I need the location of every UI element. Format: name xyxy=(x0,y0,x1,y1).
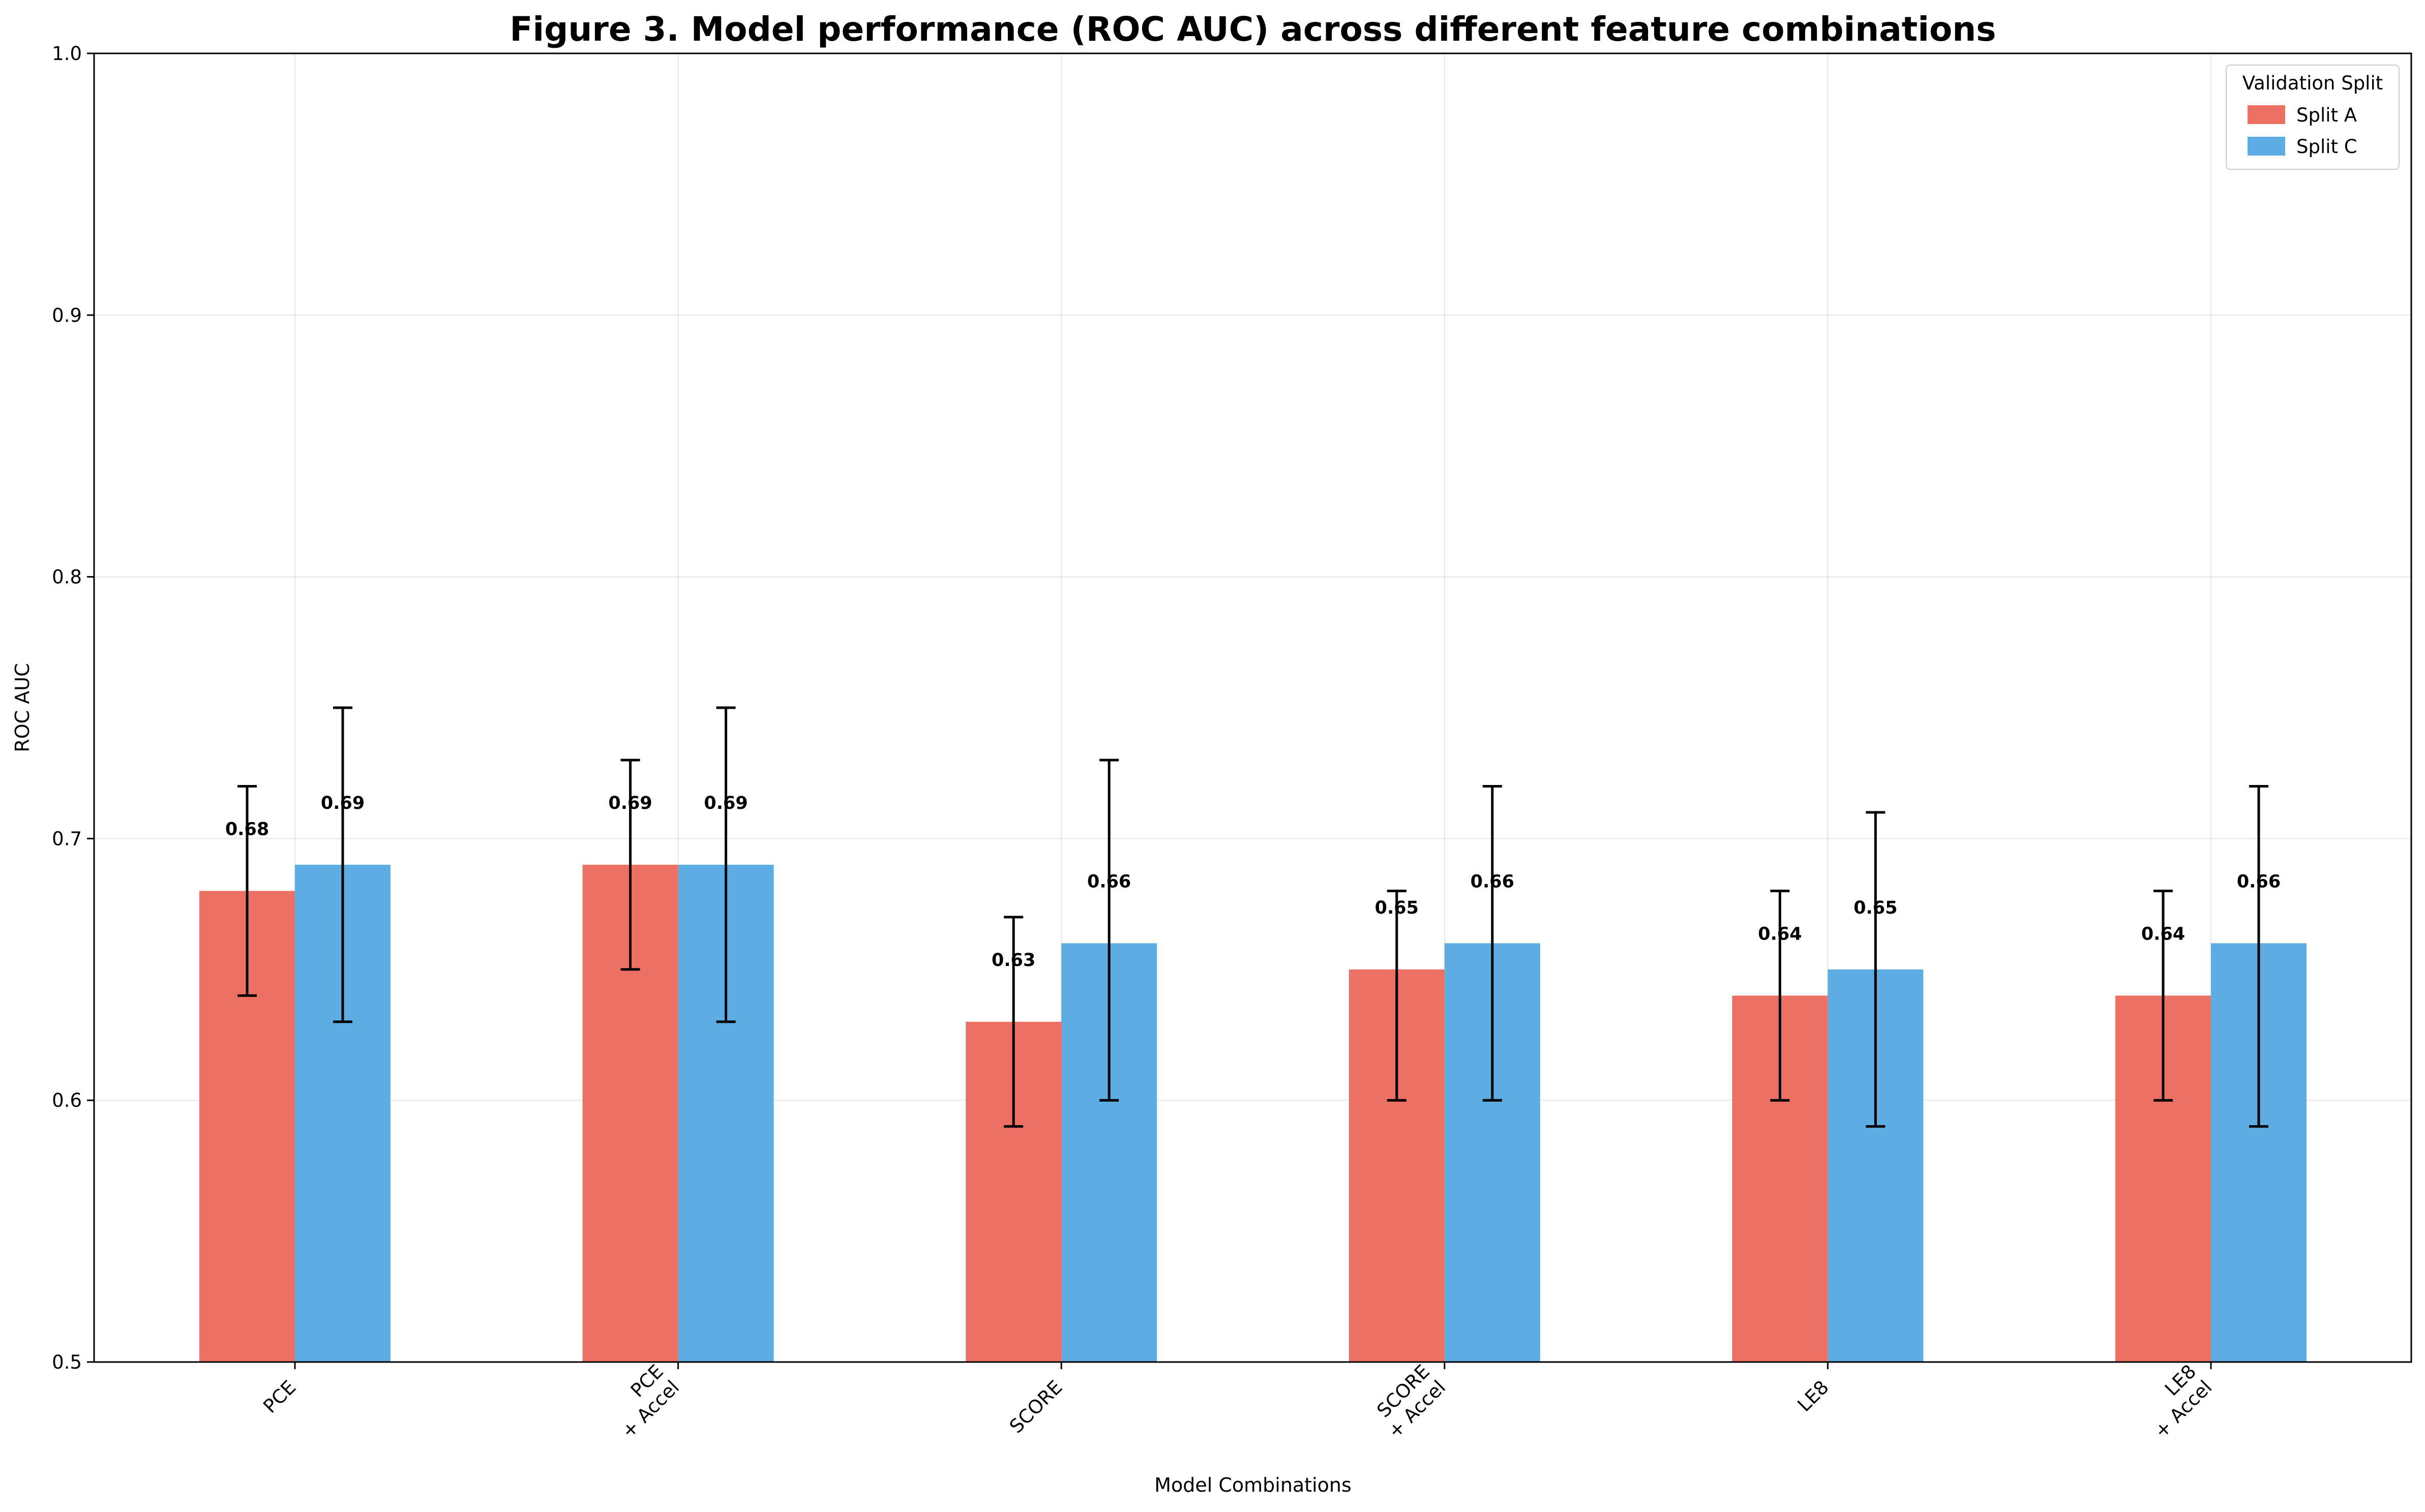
bars-layer xyxy=(199,864,2307,1362)
bar-value-label: 0.68 xyxy=(225,819,269,839)
y-tick-label: 0.7 xyxy=(52,828,82,850)
bar-value-label: 0.65 xyxy=(1853,898,1897,918)
bar-value-label: 0.65 xyxy=(1375,898,1419,918)
y-tick-label: 1.0 xyxy=(52,43,82,65)
chart-title: Figure 3. Model performance (ROC AUC) ac… xyxy=(510,10,1996,49)
bar-value-label: 0.69 xyxy=(704,793,747,813)
bar-value-label: 0.69 xyxy=(321,793,365,813)
y-axis-label: ROC AUC xyxy=(11,663,34,752)
bar-value-label: 0.66 xyxy=(2237,871,2281,892)
bar-value-label: 0.69 xyxy=(608,793,652,813)
y-tick-label: 0.8 xyxy=(52,566,82,588)
legend-label: Split C xyxy=(2296,136,2357,158)
legend-swatch xyxy=(2248,105,2285,124)
bar-value-label: 0.66 xyxy=(1471,871,1514,892)
bar-value-label: 0.64 xyxy=(2141,924,2185,944)
y-tick-label: 0.5 xyxy=(52,1351,82,1373)
y-axis: 0.5 0.6 0.7 0.8 0.9 1.0 xyxy=(52,43,94,1373)
errorbar-layer xyxy=(237,706,2268,1128)
legend-entries: Split A Split C xyxy=(2248,104,2357,158)
legend: Validation Split Split A Split C xyxy=(2226,65,2400,170)
legend-title: Validation Split xyxy=(2242,72,2383,94)
bar-value-label: 0.63 xyxy=(992,950,1035,971)
x-axis-label: Model Combinations xyxy=(1154,1474,1352,1496)
y-tick-label: 0.6 xyxy=(52,1090,82,1111)
bar-value-label: 0.64 xyxy=(1758,924,1802,944)
legend-swatch xyxy=(2248,137,2285,156)
plot-frame xyxy=(93,52,2412,1363)
y-tick-label: 0.9 xyxy=(52,305,82,326)
value-label-layer: 0.68 0.69 0.63 0.65 0.64 0.64 0.69 0.69 0.66 0.66… xyxy=(225,793,2281,971)
legend-label: Split A xyxy=(2296,104,2357,126)
bar-value-label: 0.66 xyxy=(1087,871,1131,892)
